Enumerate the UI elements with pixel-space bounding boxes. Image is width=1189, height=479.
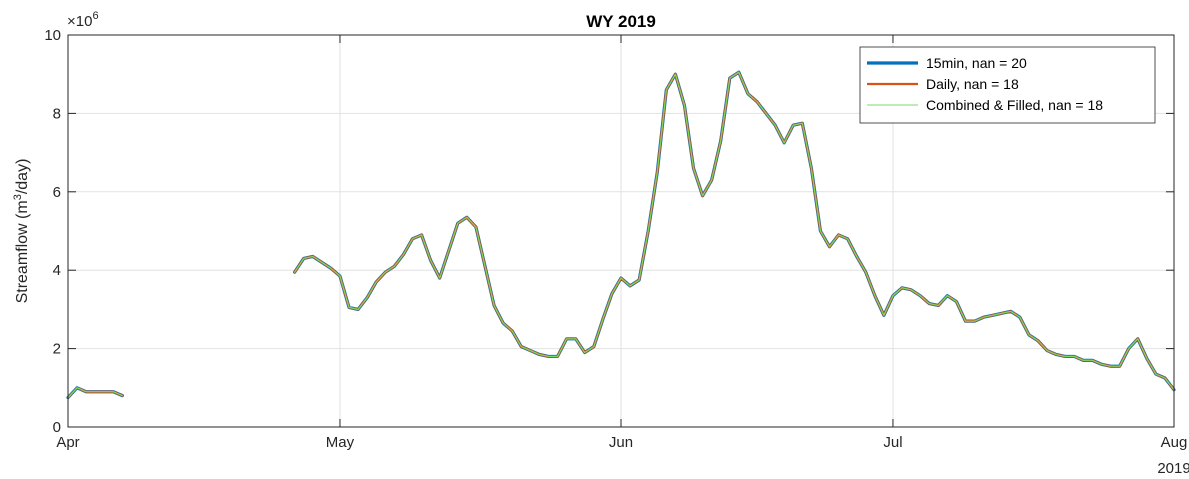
y-exponent-base: ×10 bbox=[67, 13, 92, 30]
chart-title: WY 2019 bbox=[586, 12, 656, 31]
y-tick-label: 10 bbox=[44, 27, 61, 44]
x-year-label: 2019 bbox=[1157, 460, 1189, 477]
x-tick-label: Apr bbox=[56, 434, 79, 451]
y-exponent-label: ×106 bbox=[67, 10, 99, 30]
x-tick-label: Jun bbox=[609, 434, 633, 451]
y-tick-label: 4 bbox=[53, 262, 61, 279]
series-layer bbox=[66, 70, 1176, 400]
x-tick-label: May bbox=[326, 434, 355, 451]
y-tick-label: 6 bbox=[53, 184, 61, 201]
y-axis-title: Streamflow (m3/day) bbox=[12, 159, 31, 304]
x-tick-label: Jul bbox=[883, 434, 902, 451]
legend: 15min, nan = 20 Daily, nan = 18 Combined &… bbox=[859, 46, 1156, 124]
y-axis-title-end: /day) bbox=[14, 159, 31, 195]
y-axis-title-sup: 3 bbox=[12, 194, 24, 200]
y-tick-label: 2 bbox=[53, 341, 61, 358]
x-tick-label: Aug bbox=[1161, 434, 1188, 451]
legend-label-1: 15min, nan = 20 bbox=[926, 55, 1027, 71]
series-line-3 bbox=[67, 71, 1175, 399]
y-exponent-power: 6 bbox=[92, 10, 98, 22]
legend-label-3: Combined & Filled, nan = 18 bbox=[926, 97, 1103, 113]
y-tick-label: 8 bbox=[53, 105, 61, 122]
axis-ticks: 0 2 4 6 8 10 Apr May Jun Jul Aug bbox=[44, 27, 1187, 451]
legend-label-2: Daily, nan = 18 bbox=[926, 76, 1019, 92]
y-axis-title-main: Streamflow (m bbox=[14, 200, 31, 303]
y-tick-label: 0 bbox=[53, 419, 61, 436]
